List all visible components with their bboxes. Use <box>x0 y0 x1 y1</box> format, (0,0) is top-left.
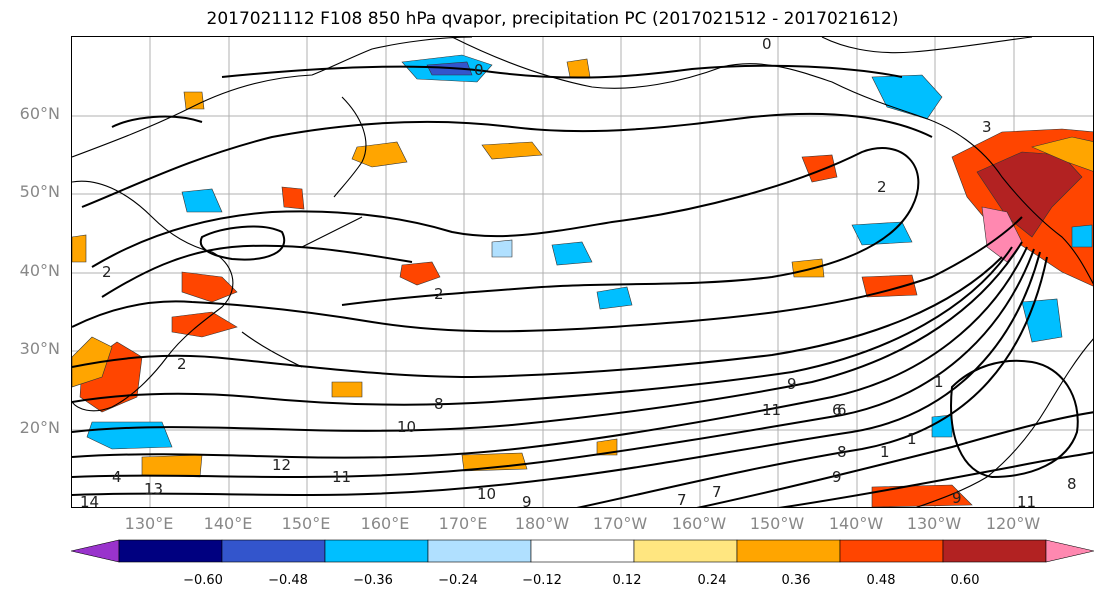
contour-label: 10 <box>397 418 416 436</box>
colorbar-cell <box>530 539 635 563</box>
contour-label: 11 <box>1017 493 1036 508</box>
contour-label: 2 <box>434 285 444 303</box>
colorbar-label: −0.60 <box>183 573 223 588</box>
colorbar-label: 0.12 <box>612 573 642 588</box>
colorbar-label: −0.36 <box>353 573 393 588</box>
colorbar-label: −0.12 <box>522 573 562 588</box>
contour-label: 7 <box>677 491 687 508</box>
lat-label-40n: 40°N <box>19 261 60 280</box>
colorbar-cell <box>324 539 429 563</box>
contour-label: 12 <box>272 456 291 474</box>
colorbar-cell <box>633 539 738 563</box>
lon-label-170w: 170°W <box>592 514 648 533</box>
lon-label-160e: 160°E <box>360 514 410 533</box>
colorbar-label: 0.60 <box>950 573 980 588</box>
contour-label: 2 <box>177 355 187 373</box>
contour-label: 9 <box>522 493 532 508</box>
colorbar-extend-low <box>70 539 120 563</box>
map-canvas: 0 0 2 2 2 2 3 4 6 7 8 9 9 10 11 12 13 14… <box>72 37 1093 508</box>
lon-label-140e: 140°E <box>203 514 253 533</box>
lon-label-120w: 120°W <box>985 514 1041 533</box>
colorbar-label: 0.48 <box>866 573 896 588</box>
contour-label: 6 <box>832 401 842 419</box>
precip-shading <box>72 54 1093 507</box>
contour-label: 10 <box>477 485 496 503</box>
map-title: 2017021112 F108 850 hPa qvapor, precipit… <box>206 9 899 29</box>
contour-label: 0 <box>762 37 772 53</box>
contour-label: 2 <box>877 178 887 196</box>
contour-label: 9 <box>787 375 797 393</box>
contour-label: 8 <box>1067 475 1077 493</box>
contour-label: 4 <box>112 468 122 486</box>
contour-label: 2 <box>102 263 112 281</box>
lon-label-150e: 150°E <box>281 514 331 533</box>
lon-label-160w: 160°W <box>671 514 727 533</box>
colorbar-cell <box>118 539 223 563</box>
contour-label: 6 <box>837 401 847 419</box>
qvapor-contours <box>72 64 1093 507</box>
contour-label: 1 <box>907 430 917 448</box>
lon-label-170e: 170°E <box>438 514 488 533</box>
contour-label: 9 <box>952 489 962 507</box>
contour-label: 8 <box>434 395 444 413</box>
contour-label: 8 <box>837 443 847 461</box>
lat-label-50n: 50°N <box>19 182 60 201</box>
colorbar <box>70 538 1095 568</box>
colorbar-label: −0.24 <box>438 573 478 588</box>
map-panel: 0 0 2 2 2 2 3 4 6 7 8 9 9 10 11 12 13 14… <box>71 36 1094 508</box>
colorbar-cell <box>221 539 326 563</box>
lon-label-130e: 130°E <box>124 514 174 533</box>
lat-label-20n: 20°N <box>19 418 60 437</box>
colorbar-label: 0.36 <box>781 573 811 588</box>
lon-label-180w: 180°W <box>514 514 570 533</box>
contour-label: 7 <box>712 483 722 501</box>
colorbar-canvas <box>70 539 1095 563</box>
lat-label-60n: 60°N <box>19 104 60 123</box>
contour-label: 13 <box>144 480 163 498</box>
contour-label: 11 <box>762 401 781 419</box>
lon-label-150w: 150°W <box>749 514 805 533</box>
colorbar-cell <box>839 539 944 563</box>
contour-label: 0 <box>474 61 484 79</box>
contour-label: 1 <box>934 373 944 391</box>
lon-label-140w: 140°W <box>828 514 884 533</box>
contour-label: 9 <box>832 468 842 486</box>
contour-labels: 0 0 2 2 2 2 3 4 6 7 8 9 9 10 11 12 13 14… <box>80 37 1077 508</box>
contour-label: 1 <box>880 443 890 461</box>
colorbar-cell <box>427 539 532 563</box>
contour-label: 14 <box>80 493 99 508</box>
contour-label: 11 <box>332 468 351 486</box>
colorbar-cell <box>942 539 1047 563</box>
colorbar-label: 0.24 <box>697 573 727 588</box>
colorbar-cell <box>736 539 841 563</box>
lat-label-30n: 30°N <box>19 339 60 358</box>
contour-label: 3 <box>982 118 992 136</box>
colorbar-label: −0.48 <box>268 573 308 588</box>
coastlines <box>72 37 1093 507</box>
colorbar-extend-high <box>1045 539 1095 563</box>
lon-label-130w: 130°W <box>906 514 962 533</box>
